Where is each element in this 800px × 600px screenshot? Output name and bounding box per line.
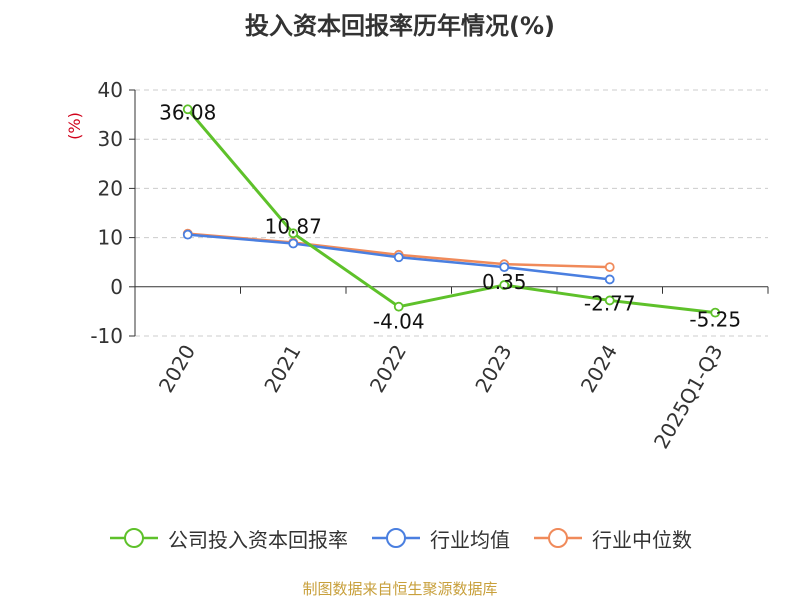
grid-lines xyxy=(135,89,768,337)
data-label: -5.25 xyxy=(689,308,741,332)
data-point xyxy=(499,280,510,290)
x-tick-label: 2025Q1-Q3 xyxy=(649,341,728,453)
y-tick-label: 30 xyxy=(98,127,123,151)
data-point xyxy=(499,262,510,273)
data-point xyxy=(182,229,193,240)
source-note: 制图数据来自恒生聚源数据库 xyxy=(302,580,498,598)
y-tick-label: 40 xyxy=(98,78,123,102)
x-tick-label: 2021 xyxy=(259,341,305,397)
legend-item[interactable]: 公司投入资本回报率 xyxy=(108,524,348,553)
data-point xyxy=(604,262,615,273)
x-tick-label: 2023 xyxy=(470,341,516,397)
axes: -10 0 10 20 30 40 2020 2021 2022 2023 2024 2025Q1-Q… xyxy=(65,78,769,453)
legend: 公司投入资本回报率 行业均值 行业中位数 xyxy=(0,518,800,558)
legend-label: 公司投入资本回报率 xyxy=(168,527,348,552)
y-tick-label: 10 xyxy=(98,226,123,250)
y-tick-label: 0 xyxy=(110,275,123,299)
data-point xyxy=(604,295,615,306)
data-label: -2.77 xyxy=(584,291,636,315)
legend-item[interactable]: 行业均值 xyxy=(370,524,510,553)
series-line xyxy=(186,108,716,315)
data-label: 0.35 xyxy=(482,270,527,294)
data-point xyxy=(182,104,193,115)
x-tick-label: 2024 xyxy=(576,341,622,397)
data-label: 36.08 xyxy=(159,100,216,124)
data-label: 10.87 xyxy=(265,214,322,238)
chart-title: 投入资本回报率历年情况(%) xyxy=(245,12,555,40)
legend-item[interactable]: 行业中位数 xyxy=(532,524,692,553)
data-point xyxy=(393,252,404,263)
y-tick-label: -10 xyxy=(90,324,123,348)
data-point xyxy=(288,228,299,239)
legend-label: 行业均值 xyxy=(430,527,510,552)
data-point xyxy=(393,301,404,312)
y-tick-label: 20 xyxy=(98,176,123,200)
series-lines xyxy=(182,104,721,318)
x-tick-label: 2020 xyxy=(154,341,200,397)
data-point xyxy=(288,238,299,249)
legend-swatch xyxy=(110,528,158,548)
x-tick-label: 2022 xyxy=(365,341,411,397)
data-labels: 36.08 10.87 -4.04 0.35 -2.77 -5.25 xyxy=(159,100,741,333)
legend-swatch xyxy=(372,528,420,548)
legend-swatch xyxy=(534,528,582,548)
y-axis-label: (%) xyxy=(65,112,84,140)
data-point xyxy=(604,274,615,285)
data-label: -4.04 xyxy=(373,310,425,334)
legend-label: 行业中位数 xyxy=(592,527,692,552)
data-point xyxy=(710,307,721,318)
